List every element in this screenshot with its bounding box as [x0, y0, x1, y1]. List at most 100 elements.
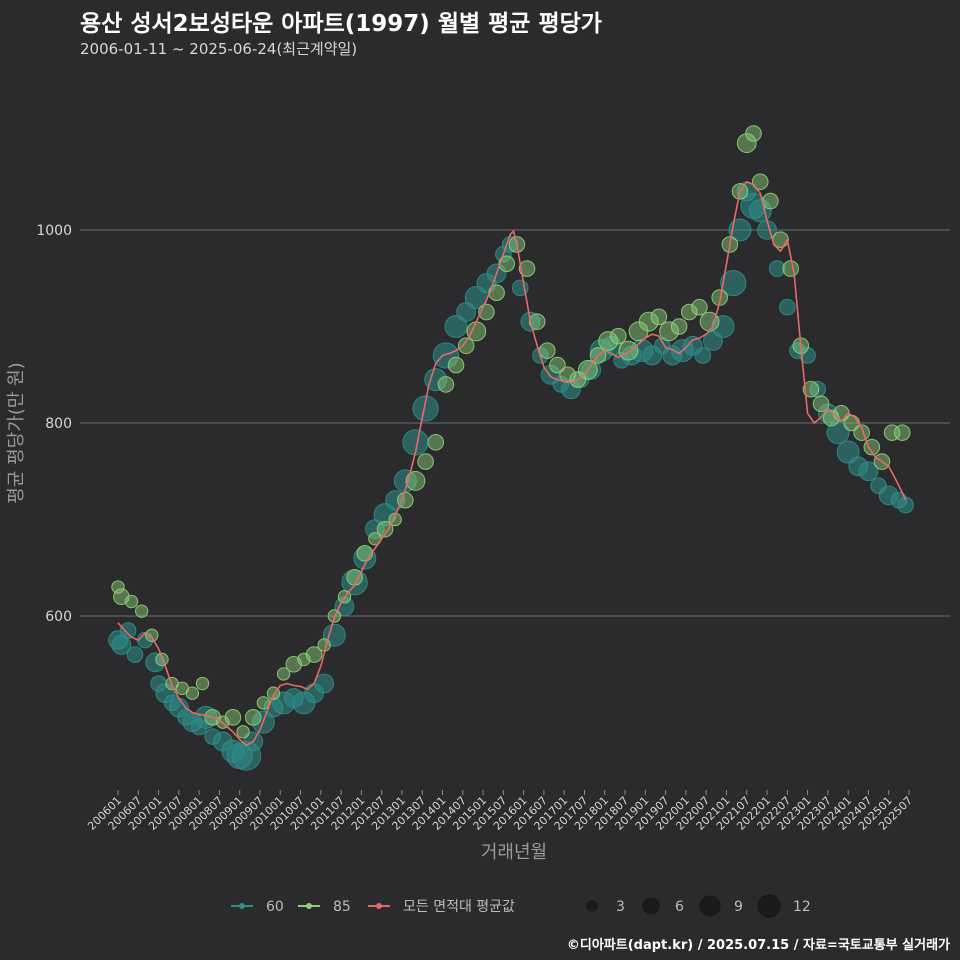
legend-size-circle-3 [757, 894, 781, 918]
source-credit: ©디아파트(dapt.kr) / 2025.07.15 / 자료=국토교통부 실… [566, 938, 950, 953]
legend-label-1: 85 [333, 899, 351, 915]
point-60-76 [799, 347, 816, 364]
point-85-36 [466, 321, 487, 342]
point-85-13 [236, 725, 250, 739]
point-85-25 [356, 544, 374, 562]
point-60-74 [779, 298, 796, 316]
point-85-41 [518, 260, 536, 277]
legend: 60 85 모든 면적대 평균값 3 6 9 12 [231, 894, 811, 918]
point-60-82 [858, 461, 879, 482]
point-60-3 [126, 646, 144, 663]
point-85-56 [670, 318, 688, 335]
legend-size-label-1: 6 [675, 899, 684, 915]
grid-lines [80, 229, 950, 617]
x-axis-label: 거래년월 [481, 842, 547, 863]
legend-dot-1 [306, 903, 312, 909]
legend-dot-0 [239, 903, 245, 909]
point-85-33 [437, 376, 455, 393]
point-85-43 [539, 342, 556, 359]
point-85-12 [224, 709, 242, 726]
legend-size-circle-1 [642, 897, 660, 915]
point-60-36 [412, 395, 439, 422]
point-85-44 [549, 356, 566, 374]
legend-size-label-2: 9 [734, 899, 743, 915]
point-85-50 [609, 327, 627, 345]
point-85-53 [638, 311, 659, 332]
legend-size-label-3: 12 [793, 899, 811, 915]
point-85-76 [863, 438, 881, 456]
point-85-42 [528, 313, 546, 330]
point-85-63 [736, 133, 757, 154]
point-85-39 [498, 255, 516, 273]
point-85-65 [751, 173, 769, 191]
point-85-29 [397, 491, 414, 509]
point-60-13 [194, 705, 218, 729]
legend-size-circle-0 [586, 900, 598, 912]
series-85-points [111, 125, 911, 739]
point-60-2 [119, 622, 137, 639]
point-85-15 [256, 696, 271, 710]
legend-label-0: 60 [266, 899, 284, 915]
point-85-2 [124, 594, 139, 609]
point-60-68 [728, 218, 752, 242]
point-85-66 [762, 192, 779, 210]
point-85-32 [427, 434, 445, 451]
point-85-9 [195, 676, 210, 691]
point-60-67 [720, 269, 747, 297]
point-85-54 [650, 308, 668, 326]
point-85-49 [598, 331, 619, 351]
y-tick-label-800: 800 [45, 416, 72, 432]
point-60-1 [111, 635, 132, 655]
y-axis: 600 800 1000 [36, 223, 72, 625]
point-85-20 [305, 646, 323, 663]
point-60-39 [444, 315, 468, 338]
point-85-21 [317, 638, 331, 652]
point-85-14 [244, 709, 262, 726]
point-85-64 [745, 125, 762, 142]
point-85-4 [145, 628, 159, 642]
point-85-27 [376, 520, 394, 538]
point-85-3 [134, 604, 149, 618]
y-axis-label: 평균 평당가(만 원) [6, 362, 27, 503]
point-60-38 [432, 342, 459, 369]
point-85-38 [488, 284, 505, 302]
chart-subtitle: 2006-01-11 ~ 2025-06-24(최근계약일) [80, 40, 358, 58]
point-85-30 [405, 471, 426, 491]
point-60-64 [694, 347, 712, 364]
point-85-19 [297, 652, 311, 667]
legend-size-label-0: 3 [616, 899, 625, 915]
legend-label-2: 모든 면적대 평균값 [403, 899, 515, 915]
legend-size-circle-2 [699, 895, 721, 917]
point-85-55 [659, 321, 679, 342]
point-60-30 [353, 546, 377, 570]
point-60-80 [836, 440, 860, 464]
point-85-17 [276, 667, 291, 681]
average-line-group [117, 181, 907, 747]
point-60-26 [314, 673, 335, 694]
average-line [117, 181, 907, 747]
point-85-68 [782, 260, 799, 277]
y-tick-label-1000: 1000 [36, 223, 72, 239]
point-85-71 [812, 395, 830, 413]
point-85-0 [111, 580, 125, 594]
point-60-37 [424, 368, 448, 392]
x-axis: 2006012006072007012007072008012008072009… [85, 790, 915, 833]
point-85-58 [691, 298, 708, 316]
point-60-86 [897, 496, 914, 514]
y-tick-label-600: 600 [45, 609, 72, 625]
point-85-34 [447, 356, 465, 374]
point-85-24 [346, 569, 363, 586]
point-85-70 [802, 380, 820, 398]
point-85-31 [417, 453, 434, 470]
point-85-8 [185, 686, 200, 700]
point-85-35 [457, 337, 475, 355]
point-85-60 [711, 289, 729, 306]
point-85-57 [680, 303, 698, 321]
point-85-79 [893, 424, 911, 441]
series-60-points [108, 181, 914, 771]
legend-dot-2 [376, 903, 382, 909]
point-60-73 [768, 260, 786, 277]
chart-title: 용산 성서2보성타운 아파트(1997) 월별 평균 평당가 [80, 11, 602, 37]
point-85-51 [618, 340, 639, 361]
